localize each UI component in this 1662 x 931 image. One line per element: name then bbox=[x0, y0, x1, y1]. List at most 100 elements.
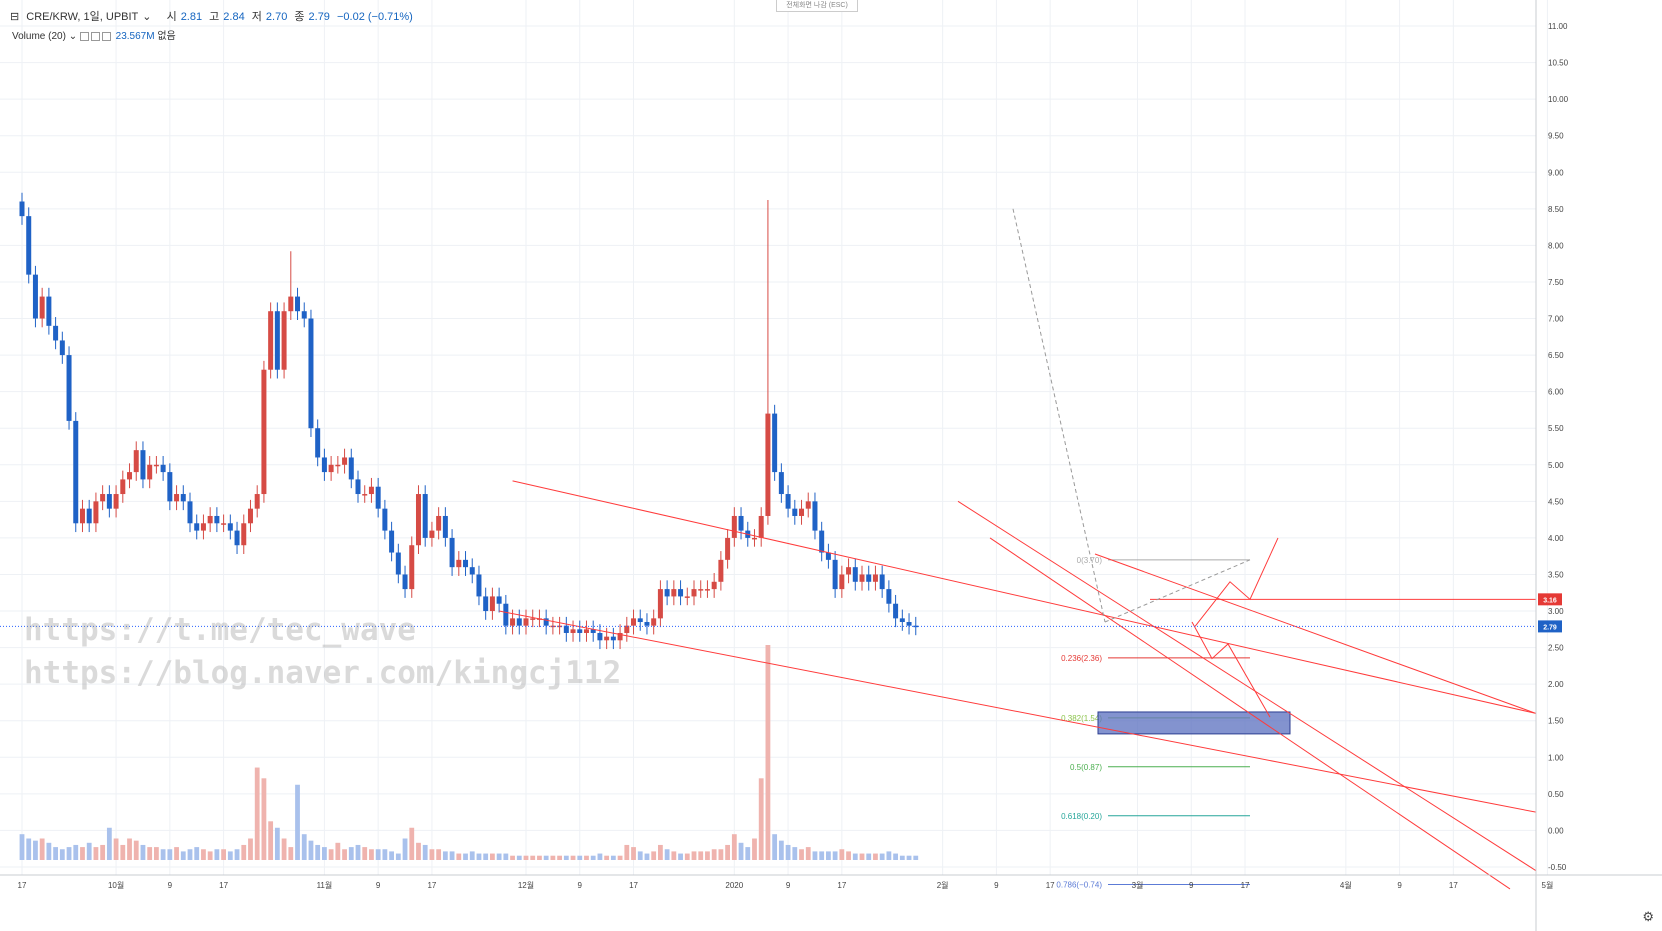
candle-body bbox=[899, 618, 905, 623]
volume-bar bbox=[167, 849, 173, 860]
candle-body bbox=[153, 464, 159, 467]
candle-body bbox=[704, 589, 710, 591]
candle-body bbox=[26, 216, 32, 275]
short-resistance-line bbox=[1094, 553, 1537, 714]
y-tick-label: 6.50 bbox=[1548, 351, 1564, 360]
candle-body bbox=[328, 464, 334, 473]
candle-body bbox=[469, 567, 475, 575]
volume-bar bbox=[274, 827, 280, 860]
volume-bar bbox=[436, 849, 442, 860]
candle-body bbox=[449, 537, 455, 568]
candle-body bbox=[362, 494, 368, 496]
open-value: 2.81 bbox=[180, 11, 203, 23]
volume-bar bbox=[86, 842, 92, 860]
volume-bar bbox=[234, 849, 240, 860]
y-tick-label: 0.50 bbox=[1548, 790, 1564, 799]
chevron-down-icon[interactable]: ⌄ bbox=[142, 11, 152, 23]
x-tick-label: 9 bbox=[1397, 881, 1402, 890]
volume-bar bbox=[483, 853, 489, 860]
visibility-icon[interactable] bbox=[79, 31, 89, 41]
candle-body bbox=[53, 325, 59, 341]
candle-body bbox=[839, 574, 845, 590]
close-icon[interactable] bbox=[101, 31, 111, 41]
volume-bar bbox=[557, 855, 562, 860]
x-tick-label: 5월 bbox=[1542, 880, 1554, 890]
volume-bar bbox=[416, 842, 421, 860]
candle-body bbox=[651, 618, 657, 626]
volume-bars bbox=[19, 645, 919, 860]
volume-bar bbox=[711, 849, 717, 860]
fullscreen-exit-button[interactable]: 전체화면 나감 (ESC) bbox=[776, 0, 858, 12]
volume-bar bbox=[369, 849, 374, 860]
y-tick-label: 10.50 bbox=[1548, 59, 1569, 68]
volume-bar bbox=[362, 847, 368, 860]
candle-body bbox=[859, 574, 865, 582]
candle-body bbox=[624, 625, 630, 633]
candle-body bbox=[657, 589, 663, 619]
volume-bar bbox=[772, 834, 778, 860]
volume-bar bbox=[624, 844, 630, 860]
y-tick-label: 0.00 bbox=[1548, 826, 1564, 835]
settings-icon[interactable] bbox=[90, 31, 100, 41]
y-tick-label: -0.50 bbox=[1548, 863, 1567, 872]
volume-bar bbox=[523, 855, 529, 860]
fibonacci-retracement[interactable]: 0(3.70) 0.236(2.36) 0.382(1.54) 0.5(0.87) 0.… bbox=[1056, 556, 1291, 890]
candle-body bbox=[429, 530, 435, 538]
candle-body bbox=[731, 515, 737, 538]
candle-body bbox=[751, 537, 757, 540]
volume-bar bbox=[745, 847, 751, 860]
volume-na: 없음 bbox=[157, 31, 176, 42]
volume-label[interactable]: Volume (20) bbox=[12, 31, 66, 42]
price-axis[interactable]: 11.00 10.50 10.00 9.50 9.00 8.50 8.00 7.50 7.00 6… bbox=[1535, 0, 1569, 931]
collapse-icon[interactable]: ⊟ bbox=[10, 11, 20, 23]
candle-body bbox=[207, 515, 213, 524]
trend-lines[interactable] bbox=[0, 208, 1537, 890]
candle-body bbox=[557, 625, 563, 628]
volume-bar bbox=[879, 853, 885, 860]
volume-bar bbox=[476, 853, 482, 860]
symbol-label[interactable]: CRE/KRW, 1일, UPBIT bbox=[26, 11, 139, 23]
projected-path-up bbox=[1194, 537, 1279, 627]
candle-body bbox=[66, 355, 72, 421]
volume-bar bbox=[846, 851, 851, 860]
watermark-blog: https://blog.naver.com/kingcj112 bbox=[24, 655, 622, 691]
volume-bar bbox=[758, 778, 764, 860]
volume-bar bbox=[66, 847, 72, 860]
candle-body bbox=[691, 589, 697, 597]
volume-bar bbox=[214, 849, 220, 860]
chart-header: ⊟ CRE/KRW, 1일, UPBIT ⌄ 시 2.81 고 2.84 저 2.70 … bbox=[10, 8, 417, 24]
time-axis[interactable]: 17 10월 9 17 11월 9 17 12월 9 17 2020 9 17 2월 9 17 3월 9 17 4월 9… bbox=[0, 874, 1662, 890]
y-tick-label: 4.00 bbox=[1548, 534, 1564, 543]
candle-body bbox=[409, 545, 415, 590]
fib-level-label: 0.382(1.54) bbox=[1061, 714, 1102, 723]
candle-body bbox=[147, 464, 153, 480]
volume-bar bbox=[899, 855, 905, 860]
price-tag bbox=[1538, 593, 1562, 606]
volume-bar bbox=[792, 847, 798, 860]
x-tick-label: 9 bbox=[376, 881, 381, 890]
candle-body bbox=[496, 596, 502, 604]
candle-body bbox=[617, 632, 623, 641]
volume-bar bbox=[113, 838, 119, 860]
candle-body bbox=[852, 567, 858, 582]
candle-body bbox=[187, 501, 193, 524]
candle-body bbox=[543, 618, 549, 626]
volume-bar bbox=[382, 849, 388, 860]
candle-body bbox=[308, 318, 314, 429]
gear-icon[interactable]: ⚙ bbox=[1642, 909, 1654, 924]
close-value: 2.79 bbox=[308, 11, 330, 23]
volume-bar bbox=[812, 851, 818, 860]
candle-body bbox=[442, 515, 448, 538]
chevron-down-icon[interactable]: ⌄ bbox=[65, 31, 80, 42]
candle-body bbox=[463, 559, 469, 568]
y-tick-label: 11.00 bbox=[1548, 22, 1568, 31]
volume-bar bbox=[59, 849, 65, 860]
x-tick-label: 11월 bbox=[317, 880, 333, 890]
volume-bar bbox=[852, 853, 858, 860]
candle-body bbox=[832, 559, 838, 590]
volume-bar bbox=[160, 849, 166, 860]
candle-body bbox=[382, 508, 388, 531]
volume-bar bbox=[375, 849, 381, 860]
target-zone-box bbox=[1097, 711, 1291, 735]
